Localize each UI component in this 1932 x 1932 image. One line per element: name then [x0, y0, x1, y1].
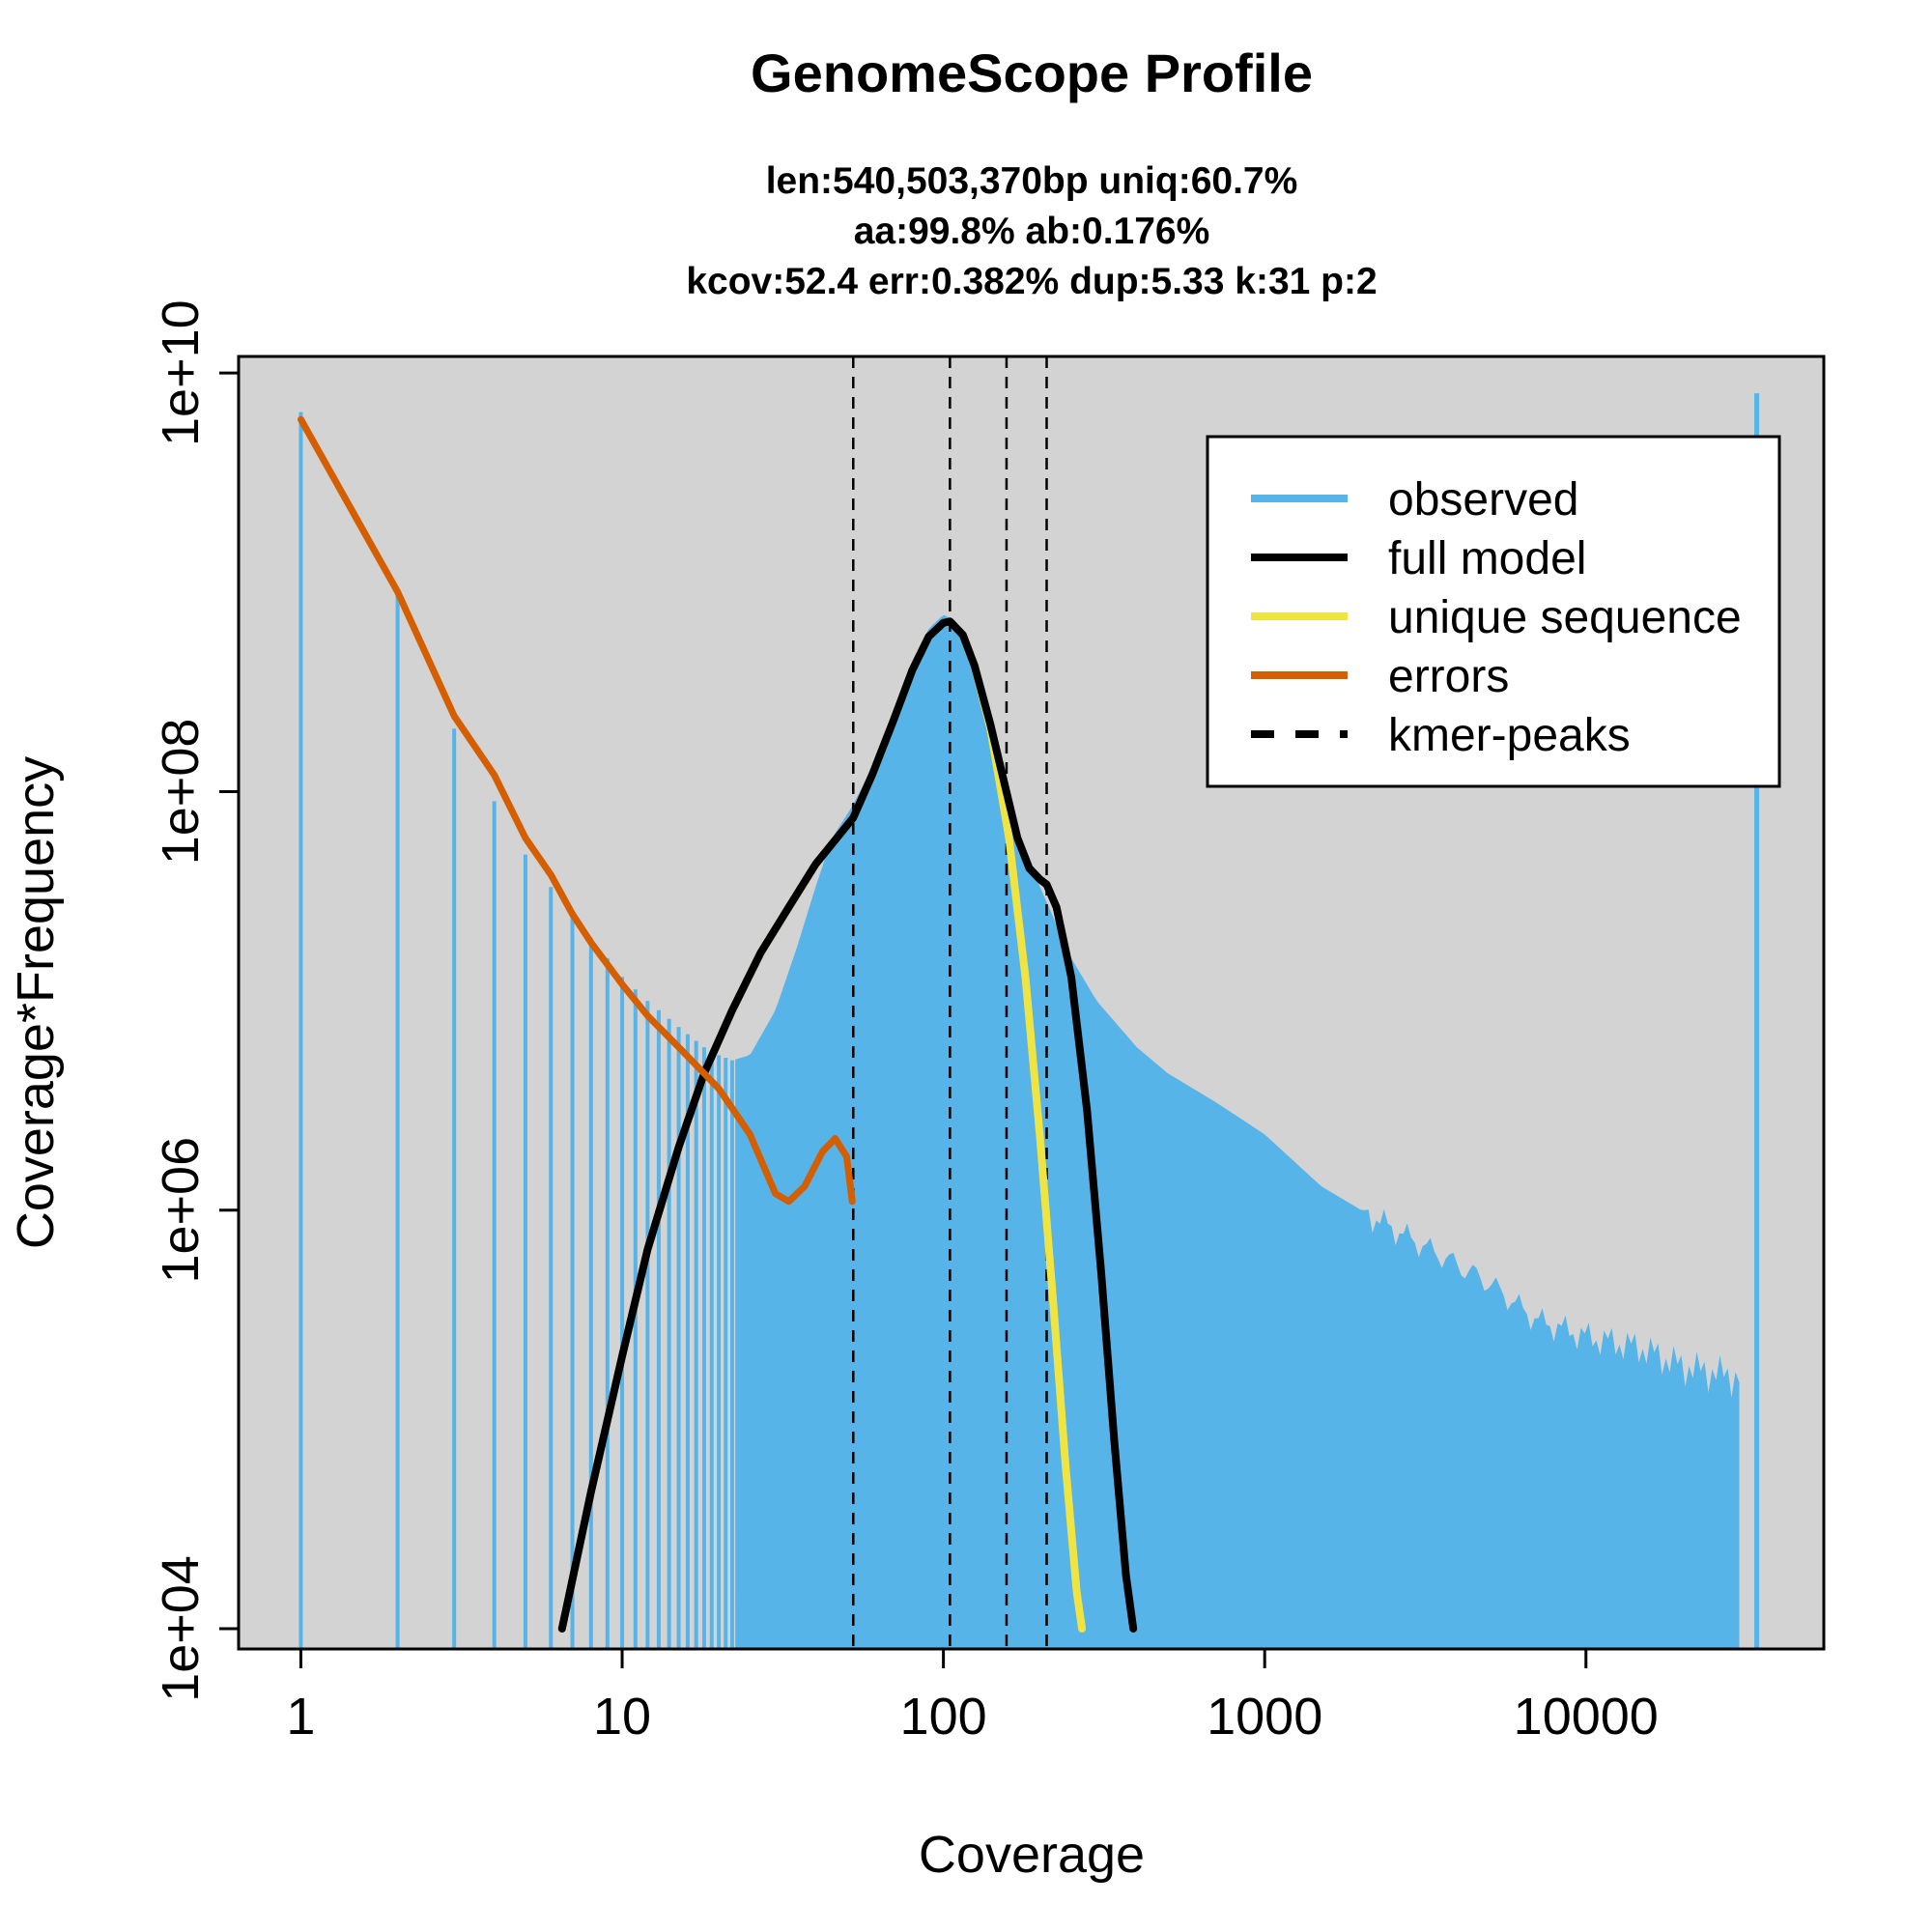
x-axis-label: Coverage [919, 1826, 1145, 1884]
x-tick-label: 1000 [1207, 1688, 1322, 1746]
y-tick-label: 1e+06 [152, 1137, 210, 1284]
legend-label: full model [1388, 533, 1586, 584]
chart-subtitle-line-1: len:540,503,370bp uniq:60.7% [766, 160, 1298, 202]
x-tick-label: 10000 [1514, 1688, 1659, 1746]
y-axis-label: Coverage*Frequency [7, 756, 65, 1249]
chart-title: GenomeScope Profile [751, 43, 1313, 103]
x-axis: 1 10 100 1000 10000 [286, 1647, 1659, 1746]
legend-label: errors [1388, 651, 1509, 702]
legend-label: kmer-peaks [1388, 710, 1631, 761]
errors-curve [298, 415, 856, 1206]
legend-label: unique sequence [1388, 592, 1742, 643]
observed-histogram [298, 393, 1760, 1649]
legend: observed full model unique sequence errors k… [1206, 435, 1781, 788]
y-tick-label: 1e+08 [152, 719, 210, 866]
x-tick-label: 10 [593, 1688, 651, 1746]
chart-subtitle-line-3: kcov:52.4 err:0.382% dup:5.33 k:31 p:2 [686, 261, 1377, 302]
x-tick-label: 100 [900, 1688, 987, 1746]
kmer-peak-lines [852, 356, 1048, 1649]
full-model-curve [557, 617, 1138, 1633]
y-tick-label: 1e+04 [152, 1555, 210, 1702]
legend-label: observed [1388, 474, 1578, 526]
observed-area [735, 614, 1740, 1649]
y-tick-label: 1e+10 [152, 299, 210, 446]
model-curves [298, 415, 1138, 1633]
x-tick-label: 1 [286, 1688, 315, 1746]
y-axis: 1e+04 1e+06 1e+08 1e+10 [152, 299, 241, 1702]
chart-subtitle-line-2: aa:99.8% ab:0.176% [854, 211, 1210, 252]
